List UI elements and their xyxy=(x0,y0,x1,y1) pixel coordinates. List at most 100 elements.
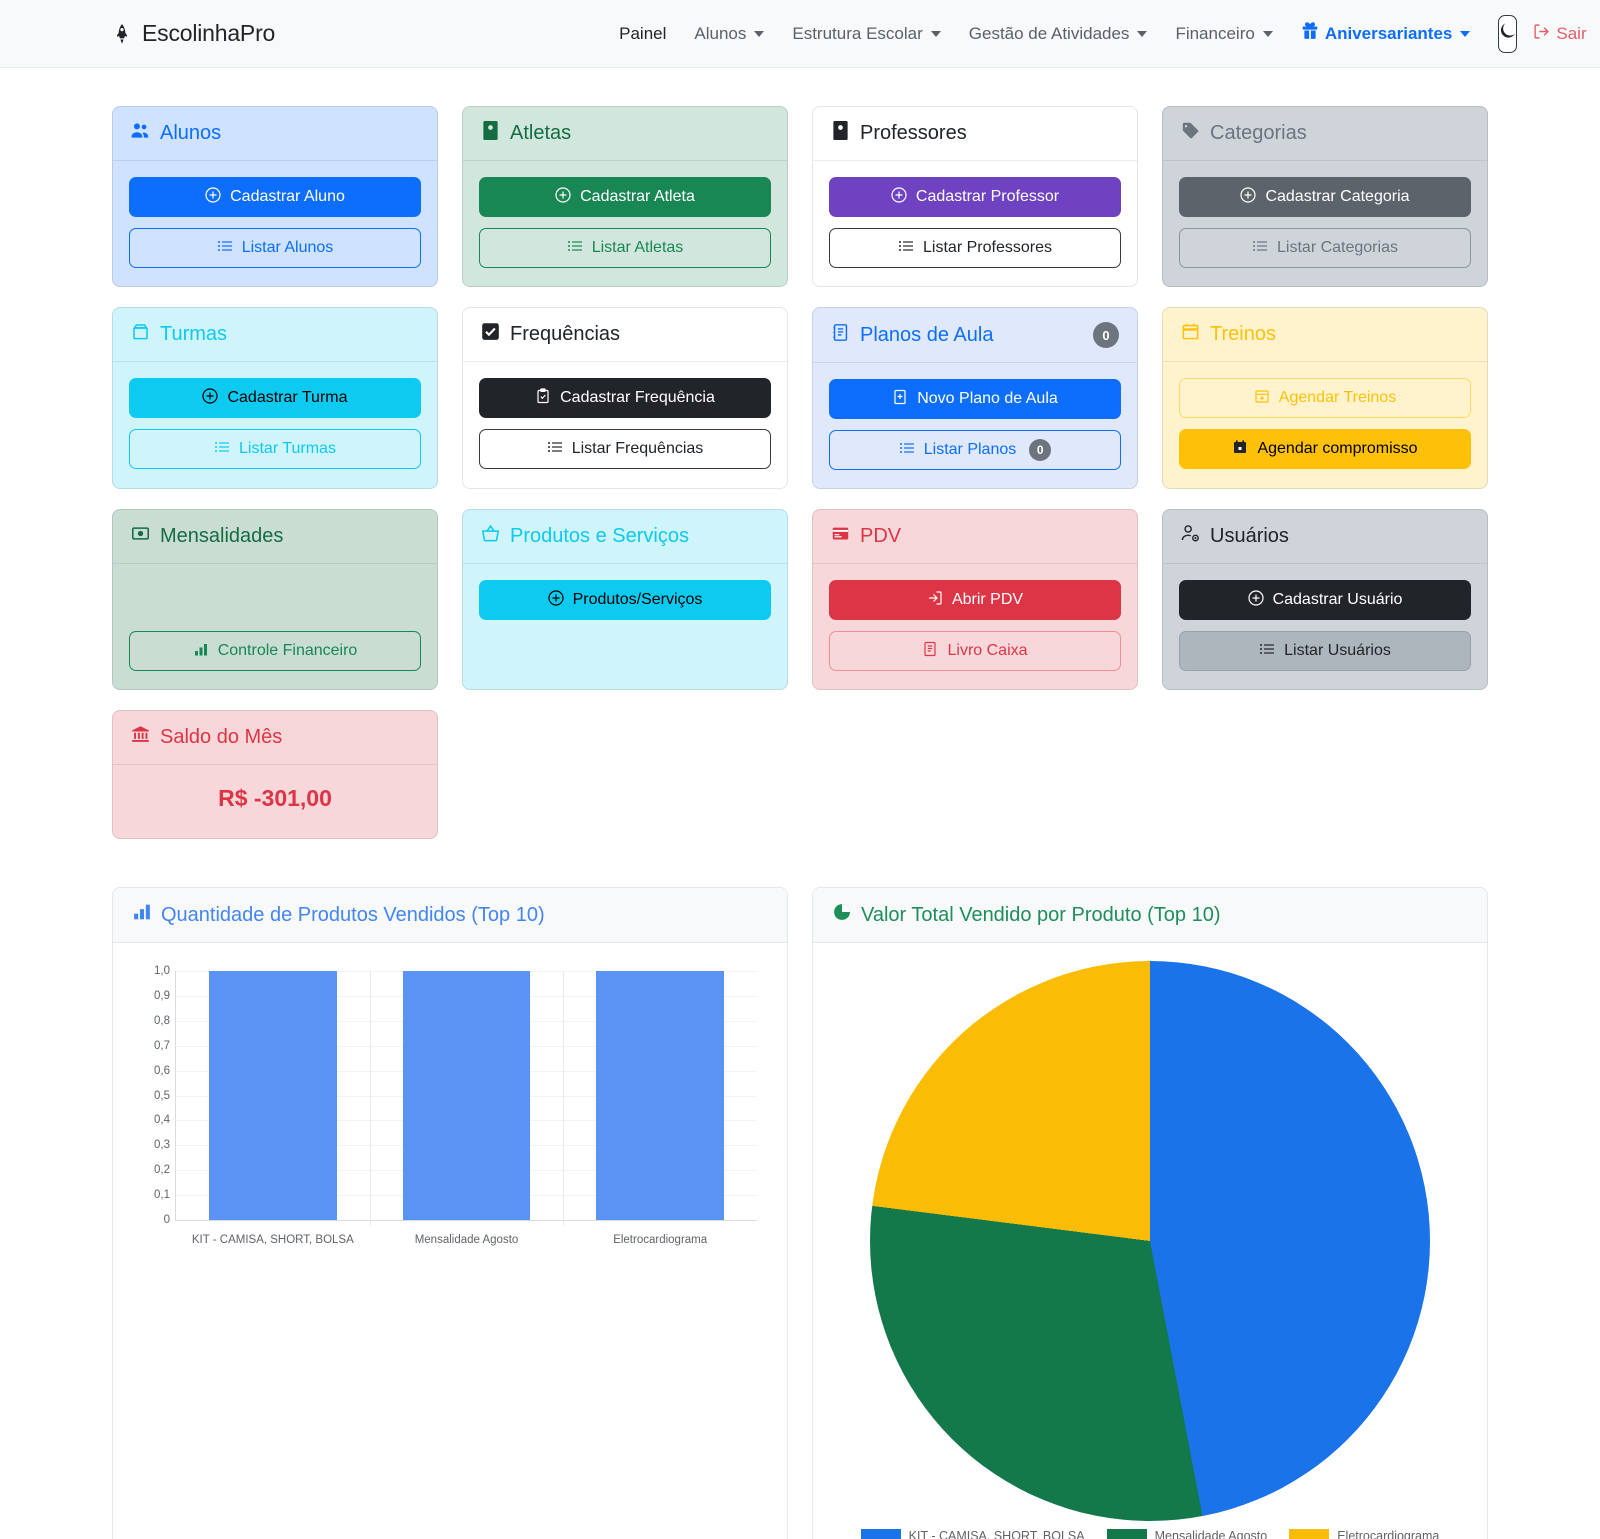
plus-circle-icon xyxy=(547,589,564,611)
cadastrar-aluno-label: Cadastrar Aluno xyxy=(230,188,345,205)
brand-logo[interactable]: EscolinhaPro xyxy=(112,20,275,47)
listar-usuarios-button[interactable]: Listar Usuários xyxy=(1179,631,1471,671)
cadastrar-atleta-button[interactable]: Cadastrar Atleta xyxy=(479,177,771,217)
card-categorias-header: Categorias xyxy=(1163,107,1487,161)
listar-turmas-label: Listar Turmas xyxy=(239,440,336,457)
calendar-icon xyxy=(1181,322,1200,347)
chevron-down-icon xyxy=(754,30,765,37)
plus-circle-icon xyxy=(555,186,571,208)
bar-2[interactable] xyxy=(596,971,725,1220)
legend-swatch-1 xyxy=(1106,1529,1147,1539)
card-alunos-header: Alunos xyxy=(113,107,437,161)
agendar-treinos-button[interactable]: Agendar Treinos xyxy=(1179,378,1471,418)
card-professores-body: Cadastrar Professor Listar Professores xyxy=(813,161,1137,286)
plus-circle-icon xyxy=(205,186,221,208)
listar-atletas-button[interactable]: Listar Atletas xyxy=(479,228,771,268)
produtos-servicos-label: Produtos/Serviços xyxy=(572,591,703,608)
card-pdv-header: PDV xyxy=(813,510,1137,564)
novo-plano-de-aula-button[interactable]: Novo Plano de Aula xyxy=(829,379,1121,419)
cadastrar-turma-button[interactable]: Cadastrar Turma xyxy=(129,378,421,418)
nav-item-alunos[interactable]: Alunos xyxy=(680,16,778,52)
nav-item-financeiro[interactable]: Financeiro xyxy=(1161,16,1286,52)
list-icon xyxy=(214,439,230,460)
nav-item-estrutura-escolar[interactable]: Estrutura Escolar xyxy=(778,16,954,52)
listar-alunos-button[interactable]: Listar Alunos xyxy=(129,228,421,268)
card-turmas-title: Turmas xyxy=(160,323,228,345)
bar-chart: 1,0 0,9 0,8 0,7 0,6 0,5 0,4 0,3 xyxy=(127,961,773,1261)
person-badge-icon xyxy=(481,121,500,146)
listar-professores-button[interactable]: Listar Professores xyxy=(829,228,1121,268)
card-saldo-do-mes: Saldo do Mês R$ -301,00 xyxy=(112,710,438,839)
panel-valor-total-vendido: Valor Total Vendido por Produto (Top 10)… xyxy=(812,887,1488,1539)
listar-categorias-label: Listar Categorias xyxy=(1277,239,1398,256)
mensalidades-spacer xyxy=(129,580,421,620)
y-tick-3: 0,8 xyxy=(154,1014,170,1027)
legend-item-2[interactable]: Eletrocardiograma xyxy=(1289,1529,1439,1539)
abrir-pdv-button[interactable]: Abrir PDV xyxy=(829,580,1121,620)
listar-categorias-button[interactable]: Listar Categorias xyxy=(1179,228,1471,268)
calendar-plus-icon xyxy=(1254,388,1270,409)
y-tick-8: 0,3 xyxy=(154,1139,170,1152)
card-usuarios-header: Usuários xyxy=(1163,510,1487,564)
card-mensalidades: Mensalidades Controle Financeiro xyxy=(112,509,438,690)
card-atletas-title: Atletas xyxy=(510,122,572,144)
y-tick-7: 0,4 xyxy=(154,1114,170,1127)
theme-toggle-button[interactable] xyxy=(1498,14,1518,53)
livro-caixa-button[interactable]: Livro Caixa xyxy=(829,631,1121,671)
controle-financeiro-button[interactable]: Controle Financeiro xyxy=(129,631,421,671)
basket-icon xyxy=(481,524,500,549)
pie-graphic[interactable] xyxy=(870,961,1430,1521)
cadastrar-frequencia-button[interactable]: Cadastrar Frequência xyxy=(479,378,771,418)
cadastrar-turma-label: Cadastrar Turma xyxy=(227,389,348,406)
agendar-compromisso-label: Agendar compromisso xyxy=(1257,440,1418,457)
list-icon xyxy=(217,238,233,259)
card-saldo-do-mes-header: Saldo do Mês xyxy=(113,711,437,765)
nav-item-painel[interactable]: Painel xyxy=(605,16,680,52)
listar-professores-label: Listar Professores xyxy=(923,239,1052,256)
panel-quantidade-header: Quantidade de Produtos Vendidos (Top 10) xyxy=(113,888,787,943)
card-treinos-header: Treinos xyxy=(1163,308,1487,362)
card-planos-de-aula: Planos de Aula 0 Novo Plano de Aula List… xyxy=(812,307,1138,489)
nav-item-estrutura-escolar-label: Estrutura Escolar xyxy=(792,23,923,43)
card-icon xyxy=(831,524,850,549)
listar-planos-button[interactable]: Listar Planos 0 xyxy=(829,430,1121,470)
nav-item-aniversariantes[interactable]: Aniversariantes xyxy=(1287,14,1485,53)
cadastrar-usuario-button[interactable]: Cadastrar Usuário xyxy=(1179,580,1471,620)
card-alunos-title: Alunos xyxy=(160,122,222,144)
logout-button[interactable]: Sair xyxy=(1533,23,1587,45)
nav-item-financeiro-label: Financeiro xyxy=(1175,23,1255,43)
card-categorias-title: Categorias xyxy=(1210,122,1307,144)
nav-item-gestao-de-atividades[interactable]: Gestão de Atividades xyxy=(955,16,1162,52)
card-pdv: PDV Abrir PDV Livro Caixa xyxy=(812,509,1138,690)
cadastrar-categoria-label: Cadastrar Categoria xyxy=(1265,188,1410,205)
x-tick-label-1: Mensalidade Agosto xyxy=(414,1234,519,1246)
panel-quantidade-body: 1,0 0,9 0,8 0,7 0,6 0,5 0,4 0,3 xyxy=(113,943,787,1271)
dashboard-card-grid: Alunos Cadastrar Aluno Listar Alunos Atl… xyxy=(0,68,1600,839)
bar-item: Mensalidade Agosto xyxy=(370,971,564,1246)
legend-item-0[interactable]: KIT - CAMISA, SHORT, BOLSA xyxy=(860,1529,1085,1539)
agendar-compromisso-button[interactable]: Agendar compromisso xyxy=(1179,429,1471,469)
legend-label-2: Eletrocardiograma xyxy=(1337,1529,1440,1539)
listar-turmas-button[interactable]: Listar Turmas xyxy=(129,429,421,469)
plus-circle-icon xyxy=(1247,589,1264,611)
bar-1[interactable] xyxy=(402,971,531,1220)
card-alunos-body: Cadastrar Aluno Listar Alunos xyxy=(113,161,437,286)
chevron-down-icon xyxy=(1137,30,1148,37)
panel-quantidade-produtos-vendidos: Quantidade de Produtos Vendidos (Top 10)… xyxy=(112,887,788,1539)
legend-item-1[interactable]: Mensalidade Agosto xyxy=(1106,1529,1267,1539)
y-tick-10: 0,1 xyxy=(154,1189,170,1202)
panel-valor-total-body: KIT - CAMISA, SHORT, BOLSA Mensalidade A… xyxy=(813,943,1487,1539)
plus-circle-icon xyxy=(891,186,907,208)
bar-0[interactable] xyxy=(208,971,337,1220)
moon-icon xyxy=(1499,22,1516,45)
cadastrar-categoria-button[interactable]: Cadastrar Categoria xyxy=(1179,177,1471,217)
produtos-servicos-button[interactable]: Produtos/Serviços xyxy=(479,580,771,620)
cadastrar-aluno-button[interactable]: Cadastrar Aluno xyxy=(129,177,421,217)
listar-frequencias-button[interactable]: Listar Frequências xyxy=(479,429,771,469)
card-usuarios-body: Cadastrar Usuário Listar Usuários xyxy=(1163,564,1487,689)
cadastrar-professor-button[interactable]: Cadastrar Professor xyxy=(829,177,1121,217)
novo-plano-de-aula-label: Novo Plano de Aula xyxy=(917,390,1058,407)
card-planos-de-aula-title: Planos de Aula xyxy=(860,323,994,346)
clipboard-check-icon xyxy=(535,387,551,409)
produtos-spacer xyxy=(479,631,771,671)
